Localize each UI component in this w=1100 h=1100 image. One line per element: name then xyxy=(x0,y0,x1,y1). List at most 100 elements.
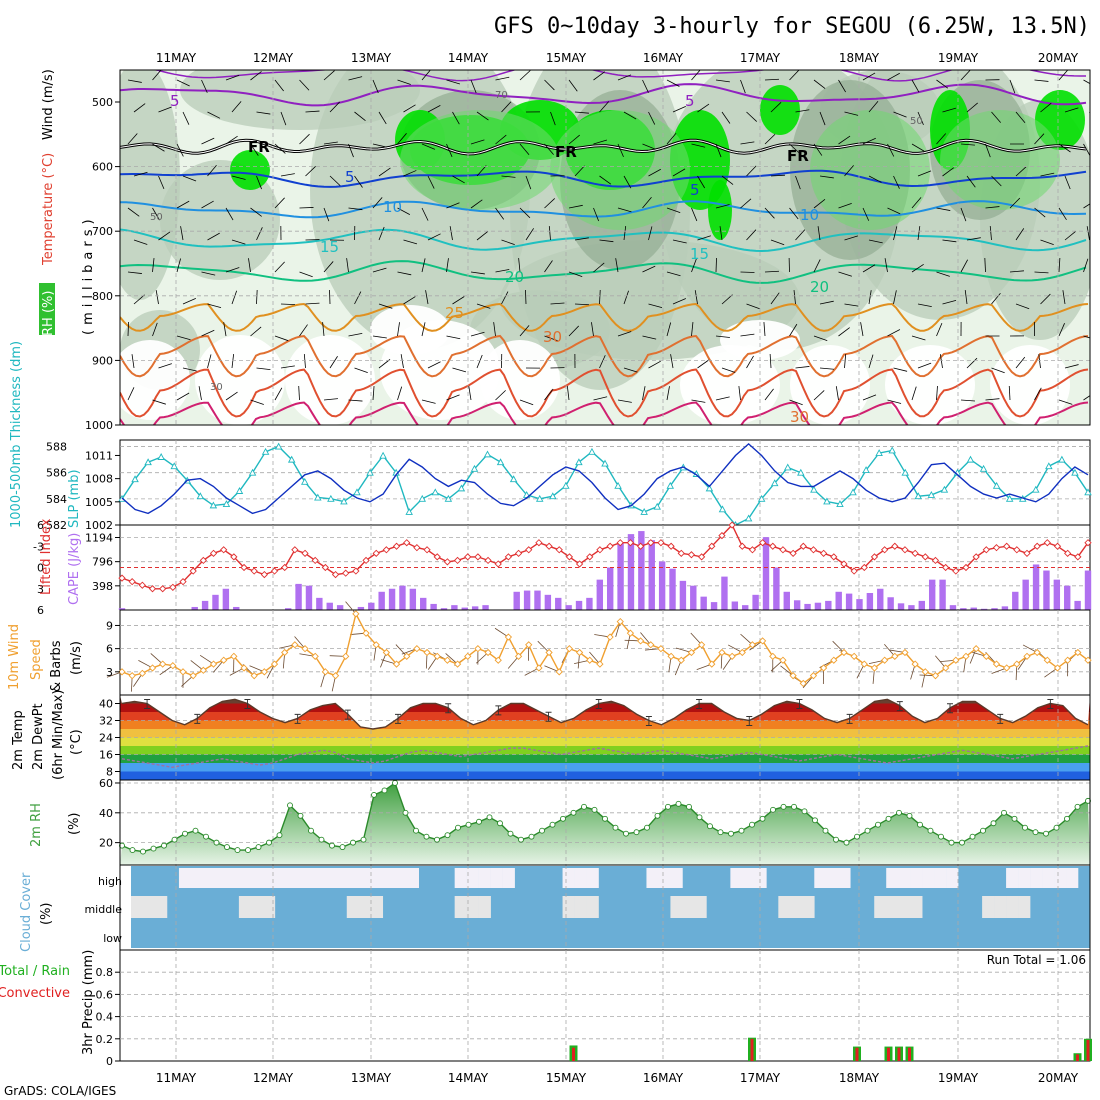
rh2m-pt-32 xyxy=(455,824,461,831)
barb-4-23 xyxy=(691,207,698,222)
barb-4-22 xyxy=(666,207,681,214)
wind-speed-pt-70 xyxy=(830,656,838,664)
rh2m-units: (%) xyxy=(67,813,82,836)
cape-bar-29 xyxy=(420,597,427,610)
lifted-index-pt-64 xyxy=(769,542,777,550)
cloud-grid xyxy=(175,865,1059,950)
temp-mask xyxy=(120,695,1090,729)
contour-label-8: 20 xyxy=(505,268,524,286)
barb-2-11 xyxy=(397,133,407,145)
rh-green-light-1 xyxy=(550,110,690,230)
barb-3-25 xyxy=(746,165,757,177)
barb-3-5 xyxy=(256,175,262,190)
barb-9-12 xyxy=(427,361,441,369)
date-label-top-3: 14MAY xyxy=(448,51,489,65)
barb-2-28 xyxy=(813,143,823,156)
barb-6-21 xyxy=(642,265,656,273)
lifted-index-pt-38 xyxy=(504,553,513,561)
precip-grid xyxy=(120,950,1090,1061)
upper-grid xyxy=(120,70,1090,425)
barb-4-36 xyxy=(1009,197,1021,209)
thickness-line-pt-37 xyxy=(601,459,609,467)
rh2m-pt-21 xyxy=(339,844,346,851)
cloud-high-21 xyxy=(382,868,396,888)
wind-speed-pt-62 xyxy=(748,641,757,649)
barb-2-14 xyxy=(470,139,485,145)
barb-7-34 xyxy=(964,290,968,305)
rh2m-pt-67 xyxy=(822,827,829,834)
low-rh-region-10 xyxy=(720,320,800,360)
barb-2-1 xyxy=(152,143,165,152)
barb-8-38 xyxy=(1058,323,1065,337)
rh2m-pt-41 xyxy=(549,821,556,828)
barb-2-10 xyxy=(372,143,387,148)
barb-2-24 xyxy=(715,143,722,158)
thickness-line-pt-34 xyxy=(562,481,570,489)
wind10-barb-8 xyxy=(190,660,204,671)
low-rh-region-1 xyxy=(195,335,285,425)
barb-0-10 xyxy=(372,79,379,94)
barb-8-5 xyxy=(250,326,262,337)
barb-3-38 xyxy=(1064,175,1071,190)
wind-speed-pt-45 xyxy=(575,648,584,657)
barb-2-6 xyxy=(274,143,286,154)
lifted-index-pt-72 xyxy=(850,567,858,575)
wind-speed-pt-81 xyxy=(942,664,950,672)
barb-3-20 xyxy=(623,175,632,189)
barb-8-29 xyxy=(838,327,850,337)
contour-label-19: 30 xyxy=(210,382,223,393)
wind-speed-pt-93 xyxy=(1064,656,1072,664)
cape-bar-75 xyxy=(897,603,905,610)
precip-conv-43 xyxy=(572,1047,575,1061)
barb-1-32 xyxy=(917,111,924,126)
temp-minmax-14 xyxy=(294,713,301,724)
barb-8-28 xyxy=(813,335,828,341)
barb-1-25 xyxy=(746,111,758,122)
barb-8-17 xyxy=(544,335,558,342)
barb-7-27 xyxy=(793,290,796,305)
rh2m-pt-1 xyxy=(129,847,136,854)
rh2m-pt-8 xyxy=(203,833,209,840)
lifted-index-pt-3 xyxy=(148,585,157,593)
lifted-index-pt-84 xyxy=(972,553,980,561)
rh2m-pt-88 xyxy=(1043,830,1049,837)
barb-1-37 xyxy=(1040,102,1052,113)
cape-bar-8 xyxy=(201,600,209,610)
wind-speed-pt-67 xyxy=(799,679,807,688)
cloud-mid-36 xyxy=(562,896,575,918)
cloud-high-c-68 xyxy=(946,868,959,888)
barb-3-15 xyxy=(501,175,516,178)
lifted-index-pt-68 xyxy=(809,546,818,554)
barb-0-30 xyxy=(862,72,876,81)
lifted-index-pt-43 xyxy=(555,546,563,554)
barb-10-33 xyxy=(936,386,938,401)
barb-1-13 xyxy=(452,111,460,125)
cape-axis: -3 0 3 6 6 1194 796 398 xyxy=(33,519,120,617)
barb-6-38 xyxy=(1058,258,1061,273)
temp-band-1 xyxy=(120,763,1090,772)
barb-5-0 xyxy=(133,239,148,245)
date-label-top-8: 19MAY xyxy=(938,51,979,65)
cape-bar-57 xyxy=(710,602,718,610)
rh-green-blob-8 xyxy=(760,85,800,135)
barb-6-13 xyxy=(446,258,449,273)
barb-6-2 xyxy=(176,258,181,273)
temp-minmax-54 xyxy=(796,699,803,709)
pressure-tick-label-5: 1000 xyxy=(85,419,113,432)
barb-8-31 xyxy=(887,329,901,337)
cloud-units: (%) xyxy=(39,903,54,926)
rh-axis-label: RH (%) xyxy=(41,291,56,336)
cape-bar-67 xyxy=(814,602,822,610)
barb-1-34 xyxy=(966,102,978,113)
barb-4-14 xyxy=(470,199,483,209)
barb-4-29 xyxy=(838,203,852,209)
cape-bar-18 xyxy=(305,585,313,610)
wind-tick-label-0: 9 xyxy=(106,619,113,632)
barb-5-27 xyxy=(795,229,806,241)
rh2m-pt-28 xyxy=(413,827,419,834)
barb-0-1 xyxy=(152,70,162,81)
wind10m-barbs-label: & Barbs xyxy=(49,640,64,692)
barb-6-22 xyxy=(666,271,681,277)
cloud-mid-72 xyxy=(994,896,1007,918)
barb-1-5 xyxy=(256,111,271,115)
